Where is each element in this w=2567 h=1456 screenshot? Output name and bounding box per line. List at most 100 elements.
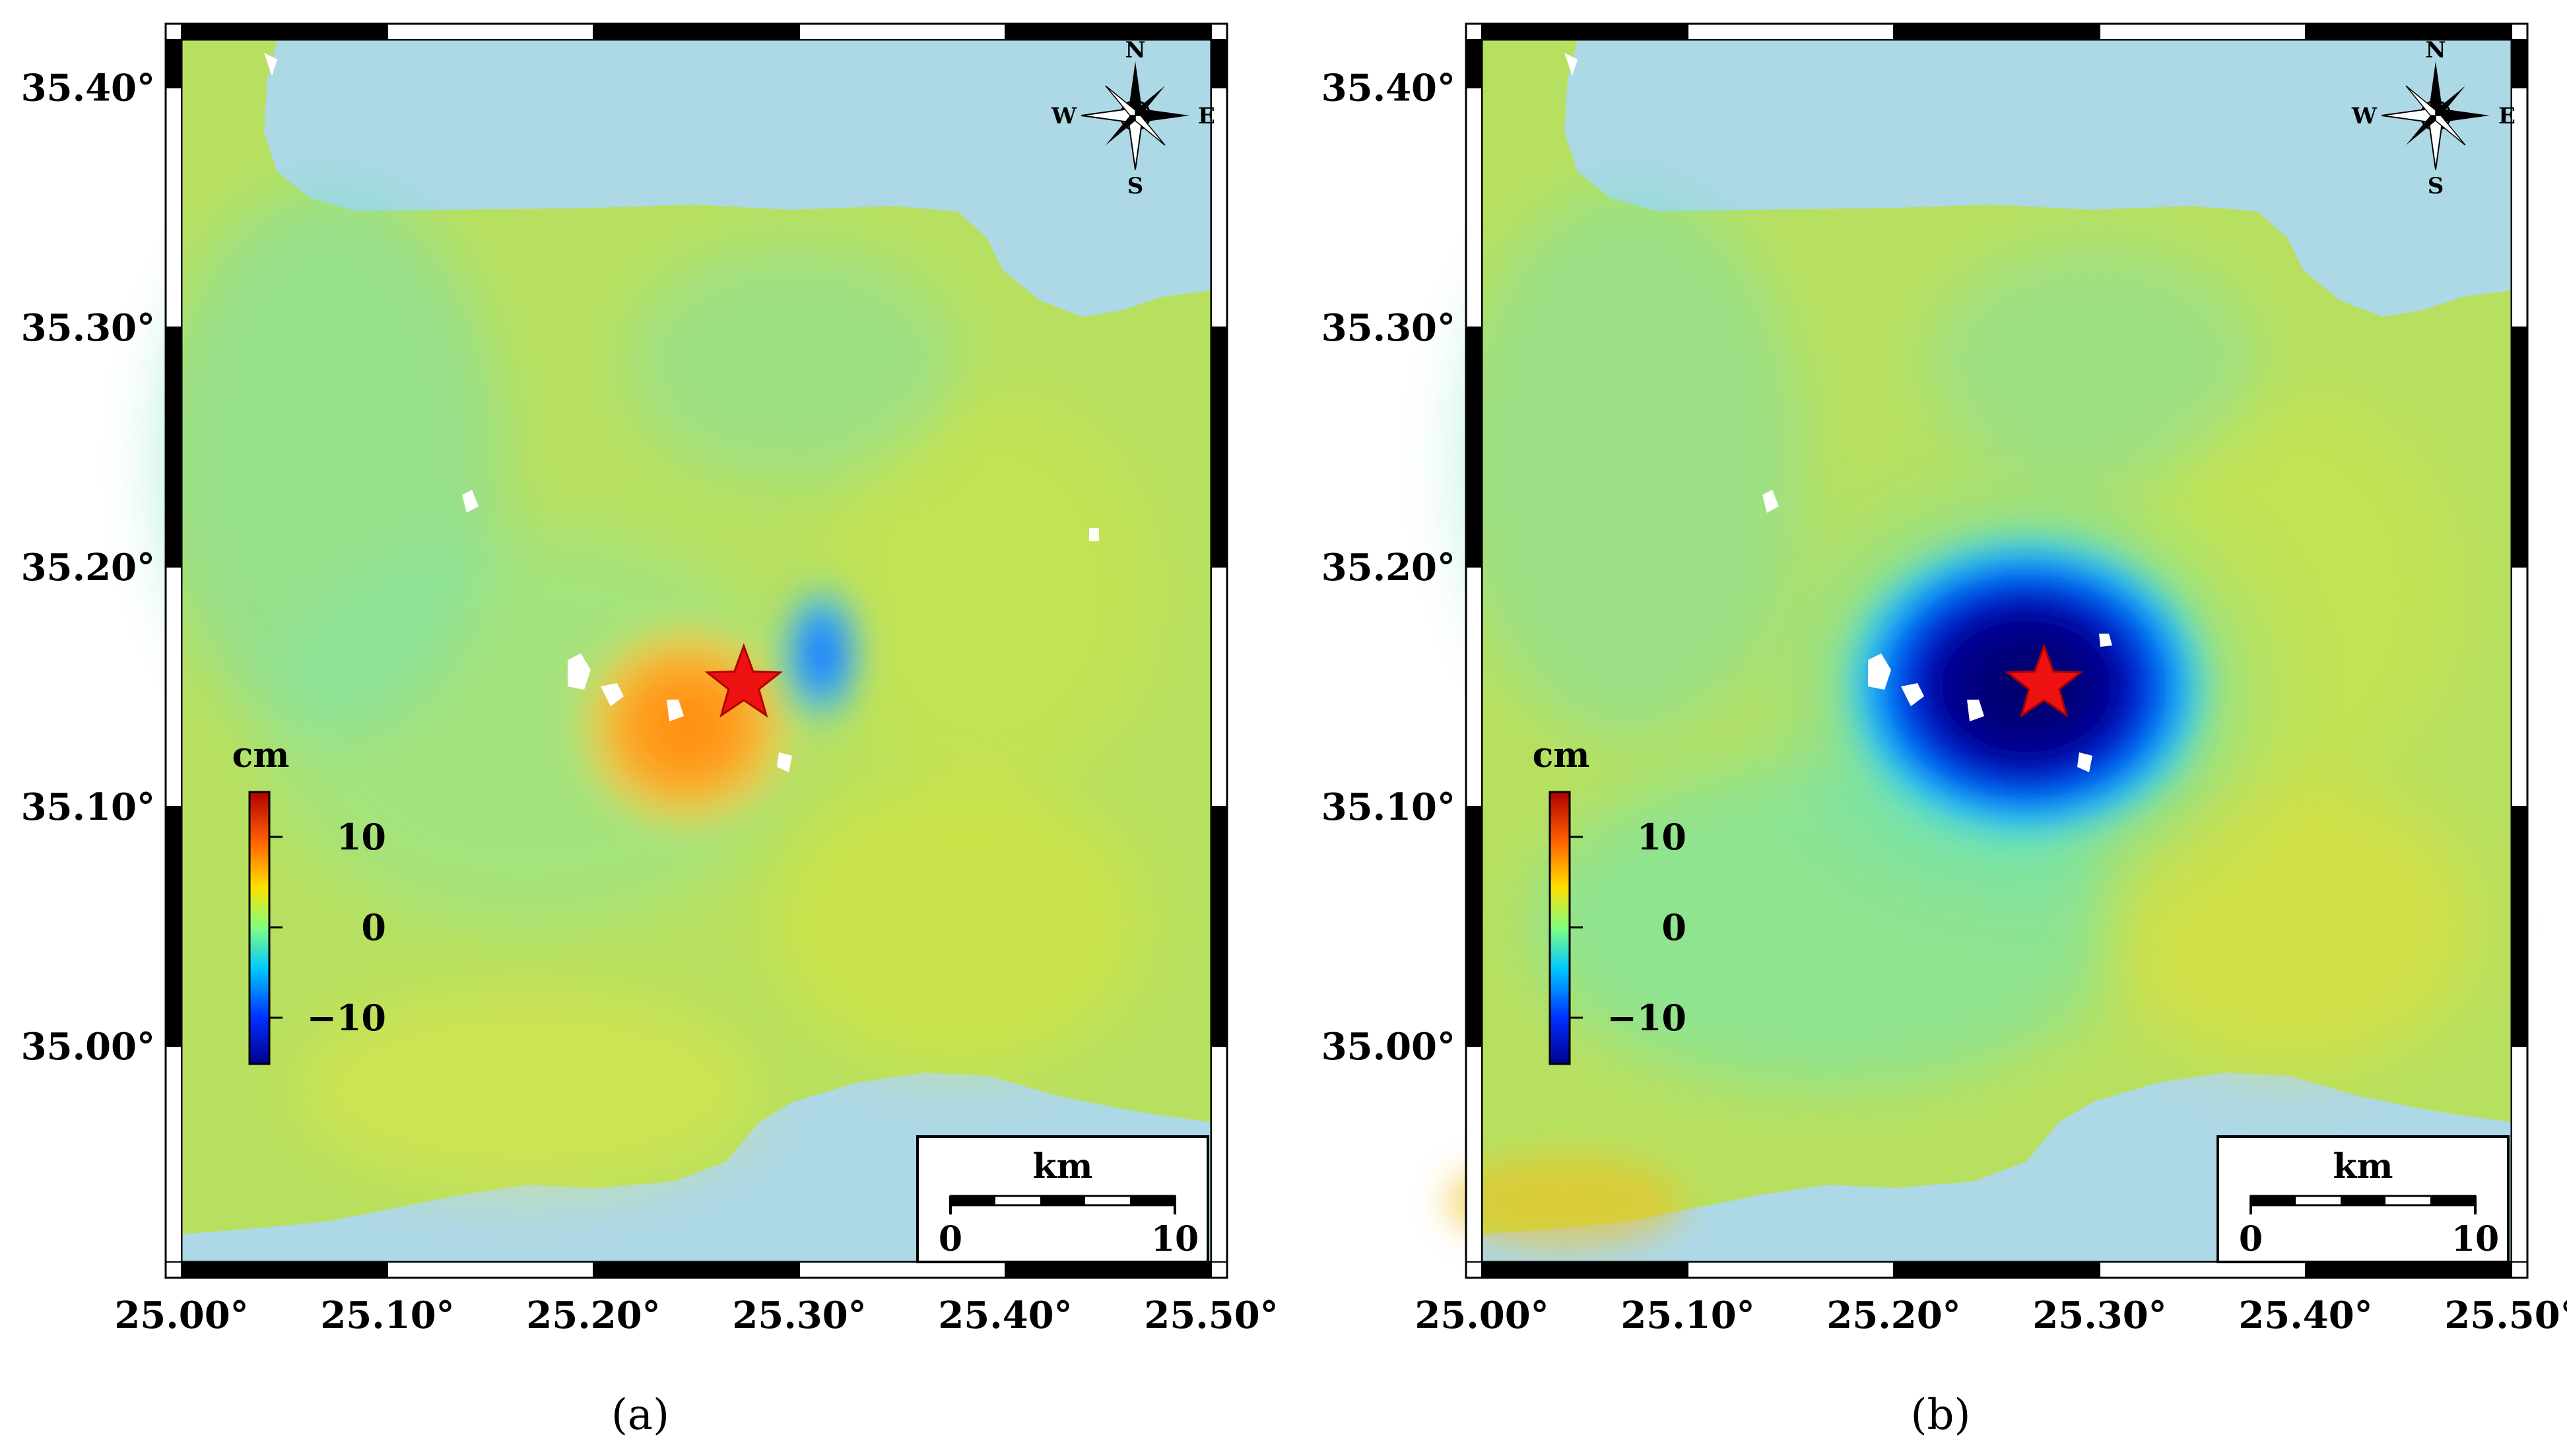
panel-a: 35.40°35.30°35.20°35.10°35.00° 25.00° 25.… (21, 22, 1279, 1439)
epicenter-star (2005, 643, 2084, 718)
frame-band (165, 39, 182, 88)
longitude-label: 25.20° (1826, 1294, 1960, 1337)
legend-tick-label: 0 (361, 906, 386, 948)
frame-band (1481, 23, 1688, 40)
compass-rose: N S E W (1051, 37, 1215, 199)
longitude-label: 25.40° (2238, 1294, 2372, 1337)
frame-band (1005, 23, 1212, 40)
map-area (158, 40, 1211, 1262)
frame-band (1211, 1045, 1228, 1263)
compass-w-label: W (2351, 103, 2378, 129)
frame-ticks (164, 22, 1228, 1279)
scale-bar: km 0 10 (916, 1135, 1209, 1263)
uplift-lobe (571, 617, 802, 835)
longitude-label: 25.10° (1620, 1294, 1754, 1337)
legend-tick-label: −10 (1607, 997, 1686, 1039)
longitude-label: 25.30° (732, 1294, 866, 1337)
longitude-label: 25.20° (526, 1294, 660, 1337)
frame-band (1893, 23, 2100, 40)
legend-tick-label: 10 (1637, 816, 1686, 858)
panel-b: 35.40° 35.30° 35.20° 35.10° 35.00° 25.00° 25.… (1321, 22, 2567, 1439)
map-area (1446, 40, 2512, 1262)
compass-n-label: N (1125, 37, 1145, 63)
latitude-label: 35.10° (21, 785, 155, 829)
frame-band (2511, 39, 2528, 88)
longitude-label: 25.50° (2444, 1294, 2567, 1337)
epicenter-marker (2005, 643, 2084, 718)
frame-band (2511, 326, 2528, 568)
deformation-anomalies (1746, 455, 2300, 931)
latitude-label: 35.30° (21, 306, 155, 350)
longitude-label: 25.10° (320, 1294, 454, 1337)
frame-ticks (1465, 22, 2529, 1279)
frame-band (1211, 566, 1228, 808)
frame-band (1211, 326, 1228, 568)
frame-band (165, 326, 182, 568)
frame-band (1465, 1045, 1483, 1263)
frame-band (593, 23, 800, 40)
frame-band (2511, 1045, 2528, 1263)
latitude-label: 35.30° (1321, 306, 1455, 350)
compass-e-label: E (1198, 103, 1215, 129)
frame-band (2511, 566, 2528, 808)
latitude-label: 35.40° (1321, 67, 1455, 110)
legend-tick-label: 0 (1661, 906, 1686, 948)
epicenter-star (704, 643, 783, 718)
latitude-label: 35.20° (1321, 546, 1455, 589)
panel-caption: (a) (611, 1391, 669, 1439)
legend-tick-label: 10 (337, 816, 386, 858)
longitude-label: 25.00° (1415, 1294, 1549, 1337)
frame-band (1893, 1261, 2100, 1278)
frame-band (2099, 1261, 2306, 1278)
compass-n-label: N (2425, 37, 2446, 63)
frame-band (1687, 23, 1894, 40)
frame-band (1211, 39, 1228, 88)
frame-band (2305, 1261, 2512, 1278)
legend-unit: cm (232, 735, 290, 776)
compass-s-label: S (1127, 173, 1144, 199)
frame-band (2305, 23, 2512, 40)
frame-band (165, 86, 182, 328)
frame-band (1465, 326, 1483, 568)
frame-band (593, 1261, 800, 1278)
latitude-label: 35.10° (1321, 785, 1455, 829)
epicenter-marker (704, 643, 783, 718)
frame-band (387, 23, 594, 40)
frame-band (799, 1261, 1006, 1278)
latitude-label: 35.40° (21, 67, 155, 110)
latitude-labels: 35.40° 35.30° 35.20° 35.10° 35.00° (21, 67, 155, 1069)
scale-bar: km 0 10 (2217, 1135, 2510, 1263)
frame-band (387, 1261, 594, 1278)
compass-rose: N S E W (2351, 37, 2516, 199)
scale-max-label: 10 (1151, 1219, 1199, 1259)
colorbar (1549, 791, 1571, 1065)
latitude-label: 35.00° (1321, 1025, 1455, 1069)
frame-band (2511, 86, 2528, 328)
colorbar (248, 791, 271, 1065)
frame-band (165, 806, 182, 1047)
scale-min-label: 0 (2239, 1219, 2263, 1259)
frame-band (1465, 86, 1483, 328)
latitude-labels: 35.40° 35.30° 35.20° 35.10° 35.00° (1321, 67, 1455, 1069)
frame-band (181, 1261, 388, 1278)
frame-band (1465, 566, 1483, 808)
legend-tick-label: −10 (307, 997, 386, 1039)
longitude-label: 25.00° (114, 1294, 248, 1337)
longitude-label: 25.40° (938, 1294, 1072, 1337)
latitude-label: 35.00° (21, 1025, 155, 1069)
compass-e-label: E (2498, 103, 2516, 129)
frame-band (2099, 23, 2306, 40)
subsidence-lobe (776, 574, 868, 733)
frame-band (1005, 1261, 1212, 1278)
scale-min-label: 0 (939, 1219, 962, 1259)
frame-band (1465, 806, 1483, 1047)
color-legend: cm 10 0 −10 (232, 735, 386, 1065)
longitude-label: 25.50° (1144, 1294, 1278, 1337)
longitude-labels: 25.00° 25.10° 25.20° 25.30° 25.40° 25.50° (114, 1294, 1278, 1337)
frame-band (1211, 806, 1228, 1047)
scale-title: km (1032, 1146, 1092, 1187)
no-data-patches (264, 53, 1099, 772)
frame-band (799, 23, 1006, 40)
legend-unit: cm (1533, 735, 1590, 776)
